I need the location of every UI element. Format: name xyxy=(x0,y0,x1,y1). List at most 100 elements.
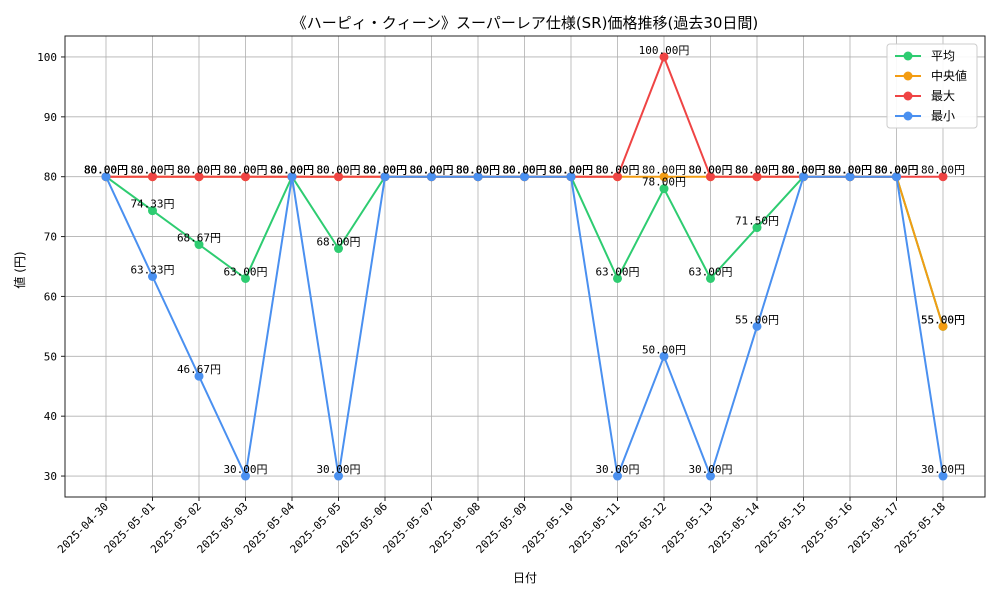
data-label: 80.00円 xyxy=(549,164,593,177)
data-label: 80.00円 xyxy=(316,164,360,177)
data-label: 74.33円 xyxy=(130,198,174,211)
data-label: 63.00円 xyxy=(688,265,732,278)
data-label: 80.00円 xyxy=(130,164,174,177)
y-axis-label: 値 (円) xyxy=(12,251,27,288)
data-label: 80.00円 xyxy=(781,164,825,177)
data-point xyxy=(380,172,390,182)
data-point xyxy=(194,240,204,250)
y-tick-label: 100 xyxy=(37,51,57,64)
y-tick-label: 80 xyxy=(44,171,57,184)
data-label: 80.00円 xyxy=(130,164,174,177)
data-point xyxy=(706,273,715,283)
data-label: 80.00円 xyxy=(502,164,546,177)
data-label: 80.00円 xyxy=(270,164,314,177)
data-label: 80.00円 xyxy=(874,164,918,177)
data-label: 80.00円 xyxy=(456,164,500,177)
data-point xyxy=(101,172,111,182)
data-point xyxy=(194,172,204,182)
data-point xyxy=(892,172,901,182)
data-label: 80.00円 xyxy=(316,164,360,177)
data-labels: 80.00円 74.33円 68.67円 63.00円 80.00円 68.00円 80.0… xyxy=(84,44,965,476)
data-label: 80.00円 xyxy=(828,164,872,177)
data-label: 80.00円 xyxy=(781,164,825,177)
data-label: 80.00円 xyxy=(223,164,267,177)
data-point xyxy=(241,471,250,481)
data-label: 55.00円 xyxy=(921,313,965,326)
data-point xyxy=(752,172,762,182)
data-point xyxy=(706,471,715,481)
data-point xyxy=(659,52,669,62)
legend-marker xyxy=(903,71,913,81)
data-label: 80.00円 xyxy=(363,164,407,177)
data-label: 80.00円 xyxy=(828,164,872,177)
data-label: 80.00円 xyxy=(502,164,546,177)
data-point xyxy=(752,321,762,331)
legend-marker xyxy=(903,51,913,61)
legend-label: 最大 xyxy=(931,89,955,103)
data-point xyxy=(334,471,343,481)
data-point xyxy=(241,273,250,283)
data-label: 80.00円 xyxy=(84,164,128,177)
data-point xyxy=(659,351,669,361)
data-point xyxy=(613,172,622,182)
data-label: 80.00円 xyxy=(270,164,314,177)
data-point xyxy=(845,172,855,182)
data-label: 80.00円 xyxy=(84,164,128,177)
data-point xyxy=(613,273,622,283)
data-point xyxy=(334,244,343,254)
data-point xyxy=(148,172,157,182)
x-axis-label: 日付 xyxy=(513,571,537,585)
data-label: 80.00円 xyxy=(828,164,872,177)
data-point xyxy=(799,172,808,182)
y-tick-label: 30 xyxy=(44,470,57,483)
data-point xyxy=(334,172,343,182)
data-label: 80.00円 xyxy=(781,164,825,177)
y-tick-label: 90 xyxy=(44,111,57,124)
legend-marker xyxy=(903,91,913,101)
data-label: 80.00円 xyxy=(223,164,267,177)
chart-title: 《ハーピィ・クィーン》スーパーレア仕様(SR)価格推移(過去30日間) xyxy=(292,14,759,32)
data-label: 80.00円 xyxy=(595,164,639,177)
data-label: 50.00円 xyxy=(642,343,686,356)
y-tick-label: 60 xyxy=(44,290,57,303)
series xyxy=(101,52,948,481)
legend-marker xyxy=(903,111,913,121)
data-label: 30.00円 xyxy=(688,463,732,476)
grid xyxy=(65,36,985,497)
data-label: 80.00円 xyxy=(177,164,221,177)
data-label: 80.00円 xyxy=(456,164,500,177)
data-label: 80.00円 xyxy=(688,164,732,177)
data-label: 80.00円 xyxy=(456,164,500,177)
legend-box xyxy=(886,43,978,129)
data-label: 71.50円 xyxy=(735,215,779,228)
data-label: 46.67円 xyxy=(177,363,221,376)
data-label: 63.00円 xyxy=(223,265,267,278)
data-point xyxy=(566,172,576,182)
data-point xyxy=(659,184,669,194)
legend-label: 平均 xyxy=(931,49,955,63)
data-point xyxy=(287,172,297,182)
data-label: 30.00円 xyxy=(595,463,639,476)
data-label: 80.00円 xyxy=(549,164,593,177)
data-label: 78.00円 xyxy=(642,176,686,189)
data-label: 80.00円 xyxy=(549,164,593,177)
data-label: 80.00円 xyxy=(270,164,314,177)
data-label: 80.00円 xyxy=(642,164,686,177)
data-label: 55.00円 xyxy=(921,313,965,326)
data-label: 80.00円 xyxy=(781,164,825,177)
data-label: 80.00円 xyxy=(363,164,407,177)
data-label: 30.00円 xyxy=(921,463,965,476)
data-label: 80.00円 xyxy=(735,164,779,177)
data-label: 80.00円 xyxy=(874,164,918,177)
data-point xyxy=(520,172,529,182)
y-tick-label: 70 xyxy=(44,231,57,244)
data-label: 80.00円 xyxy=(595,164,639,177)
data-label: 80.00円 xyxy=(828,164,872,177)
data-label: 80.00円 xyxy=(177,164,221,177)
data-point xyxy=(659,172,669,182)
data-label: 63.00円 xyxy=(595,265,639,278)
data-point xyxy=(427,172,436,182)
